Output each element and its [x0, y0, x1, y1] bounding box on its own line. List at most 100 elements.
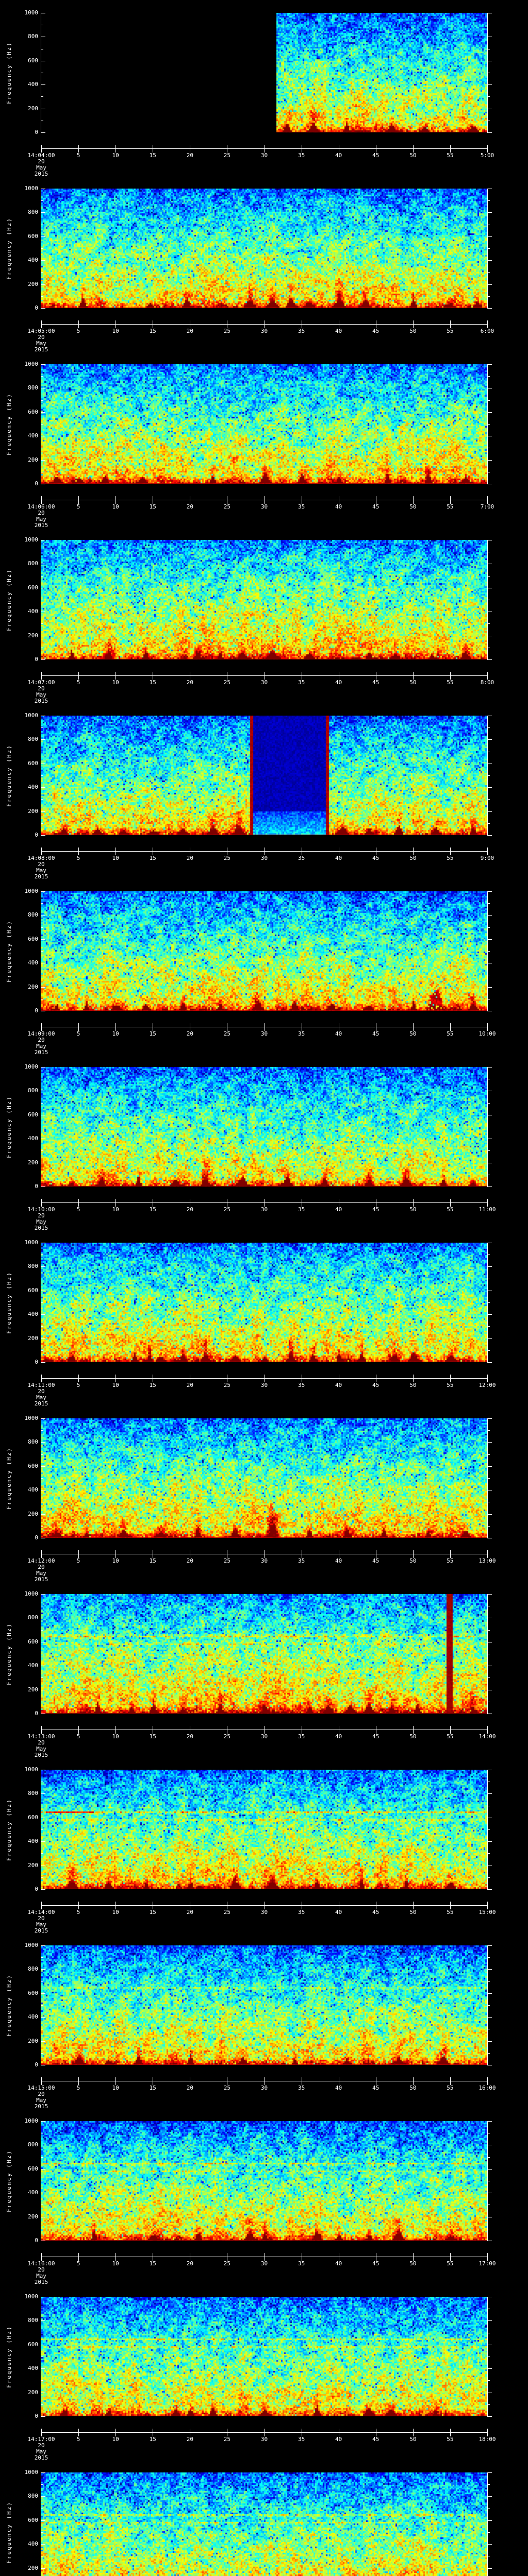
- y-tick: [41, 1466, 45, 1467]
- y-minor-tick: [41, 775, 43, 776]
- y-tick-label: 200: [28, 1334, 38, 1342]
- y-minor-tick: [41, 2005, 43, 2006]
- y-tick-label: 600: [28, 2341, 38, 2348]
- x-tick-label: 55: [447, 855, 454, 861]
- y-minor-tick: [41, 799, 43, 800]
- spectrogram-canvas: [41, 1945, 487, 2065]
- x-tick-label: 40: [335, 503, 342, 510]
- x-tick-label: 15: [149, 503, 156, 510]
- x-tick: [41, 848, 42, 855]
- y-tick: [41, 987, 45, 988]
- y-tick: [488, 2544, 492, 2545]
- x-tick: [41, 1550, 42, 1558]
- x-tick-label: 55: [447, 152, 454, 159]
- x-axis-date-line: 20: [38, 2442, 45, 2449]
- y-tick-label: 1000: [24, 1063, 39, 1070]
- y-minor-tick: [41, 1454, 43, 1455]
- y-tick: [41, 260, 45, 261]
- y-tick: [41, 132, 45, 133]
- x-first-tick-label: 14:17:00: [27, 2436, 55, 2443]
- y-minor-tick: [488, 400, 490, 401]
- y-axis-line-right: [487, 364, 488, 484]
- x-axis-date-line: 2015: [34, 1049, 48, 1056]
- x-axis-date-line: May: [36, 1218, 46, 1225]
- x-tick-label: 15: [149, 2260, 156, 2267]
- x-tick-label: 30: [260, 679, 268, 686]
- y-tick: [41, 891, 45, 892]
- spectrogram-panel: Frequency (Hz) 0 200 400 600 800 1000 14:09:00…: [0, 878, 528, 1056]
- x-tick-label: 5: [76, 1382, 80, 1388]
- x-tick: [41, 2253, 42, 2261]
- x-tick-label: 30: [260, 1206, 268, 1213]
- y-tick-label: 400: [28, 2189, 38, 2196]
- x-axis-date-line: 20: [38, 1212, 45, 1219]
- x-tick-label: 35: [298, 152, 305, 159]
- y-minor-tick: [41, 1853, 43, 1854]
- y-tick: [488, 1266, 492, 1267]
- y-tick: [488, 1466, 492, 1467]
- x-tick: [78, 2429, 79, 2436]
- y-tick-label: 400: [28, 81, 38, 88]
- y-tick-label: 400: [28, 1662, 38, 1669]
- y-tick-label: 600: [28, 1286, 38, 1294]
- y-tick-label: 400: [28, 1311, 38, 1318]
- x-tick-label: 10: [112, 152, 119, 159]
- y-axis-line-right: [487, 1770, 488, 1890]
- x-axis-date-line: May: [36, 2448, 46, 2455]
- x-tick: [78, 1199, 79, 1207]
- y-tick: [41, 939, 45, 940]
- y-minor-tick: [488, 1103, 490, 1104]
- x-tick: [450, 1199, 451, 1207]
- x-axis-date-line: 2015: [34, 873, 48, 880]
- y-axis-title: Frequency (Hz): [6, 1974, 12, 2037]
- y-minor-tick: [488, 799, 490, 800]
- y-axis-line-right: [487, 540, 488, 660]
- x-axis-date-line: 2015: [34, 2103, 48, 2110]
- y-tick: [41, 2121, 45, 2122]
- y-tick: [488, 1889, 492, 1890]
- x-tick: [487, 1199, 488, 1207]
- x-tick-label: 40: [335, 152, 342, 159]
- x-axis-date-line: 2015: [34, 1576, 48, 1583]
- y-minor-tick: [41, 2484, 43, 2485]
- y-minor-tick: [41, 1478, 43, 1479]
- y-tick-label: 600: [28, 2165, 38, 2172]
- y-tick-label: 800: [28, 2493, 38, 2500]
- x-axis-date-line: 20: [38, 158, 45, 165]
- x-tick-label: 35: [298, 1382, 305, 1388]
- x-tick-label: 50: [409, 1733, 417, 1740]
- y-tick-label: 0: [35, 1183, 38, 1190]
- y-tick-label: 0: [35, 480, 38, 487]
- x-tick: [487, 2253, 488, 2261]
- spectrogram-panel: Frequency (Hz) 0 200 400 600 800 1000 14:04:00…: [0, 0, 528, 177]
- spectrogram-panel: Frequency (Hz) 0 200 400 600 800 1000 14:05:00…: [0, 176, 528, 353]
- y-axis-title: Frequency (Hz): [6, 569, 12, 631]
- y-tick: [41, 2368, 45, 2369]
- y-minor-tick: [488, 2380, 490, 2381]
- y-tick-label: 400: [28, 257, 38, 264]
- y-axis-line-right: [487, 1067, 488, 1187]
- y-tick-label: 0: [35, 1886, 38, 1892]
- x-axis-date-line: 20: [38, 510, 45, 516]
- x-tick: [41, 145, 42, 152]
- y-tick: [488, 284, 492, 285]
- y-tick-label: 200: [28, 1686, 38, 1693]
- y-tick: [488, 132, 492, 133]
- x-tick-label: 20: [186, 855, 193, 861]
- x-tick-label: 5: [76, 855, 80, 861]
- y-minor-tick: [41, 272, 43, 273]
- x-tick-label: 5: [76, 2436, 80, 2443]
- y-tick-label: 800: [28, 2141, 38, 2148]
- x-tick-label: 30: [260, 2260, 268, 2267]
- y-tick: [488, 1314, 492, 1315]
- x-tick-label: 20: [186, 1557, 193, 1564]
- y-minor-tick: [41, 2157, 43, 2158]
- x-tick: [412, 848, 414, 855]
- y-minor-tick: [488, 1350, 490, 1351]
- x-tick: [78, 1375, 79, 1382]
- y-tick: [488, 1945, 492, 1946]
- x-tick: [41, 1023, 42, 1031]
- x-tick-label: 35: [298, 1733, 305, 1740]
- x-tick-label: 40: [335, 2436, 342, 2443]
- y-tick: [488, 891, 492, 892]
